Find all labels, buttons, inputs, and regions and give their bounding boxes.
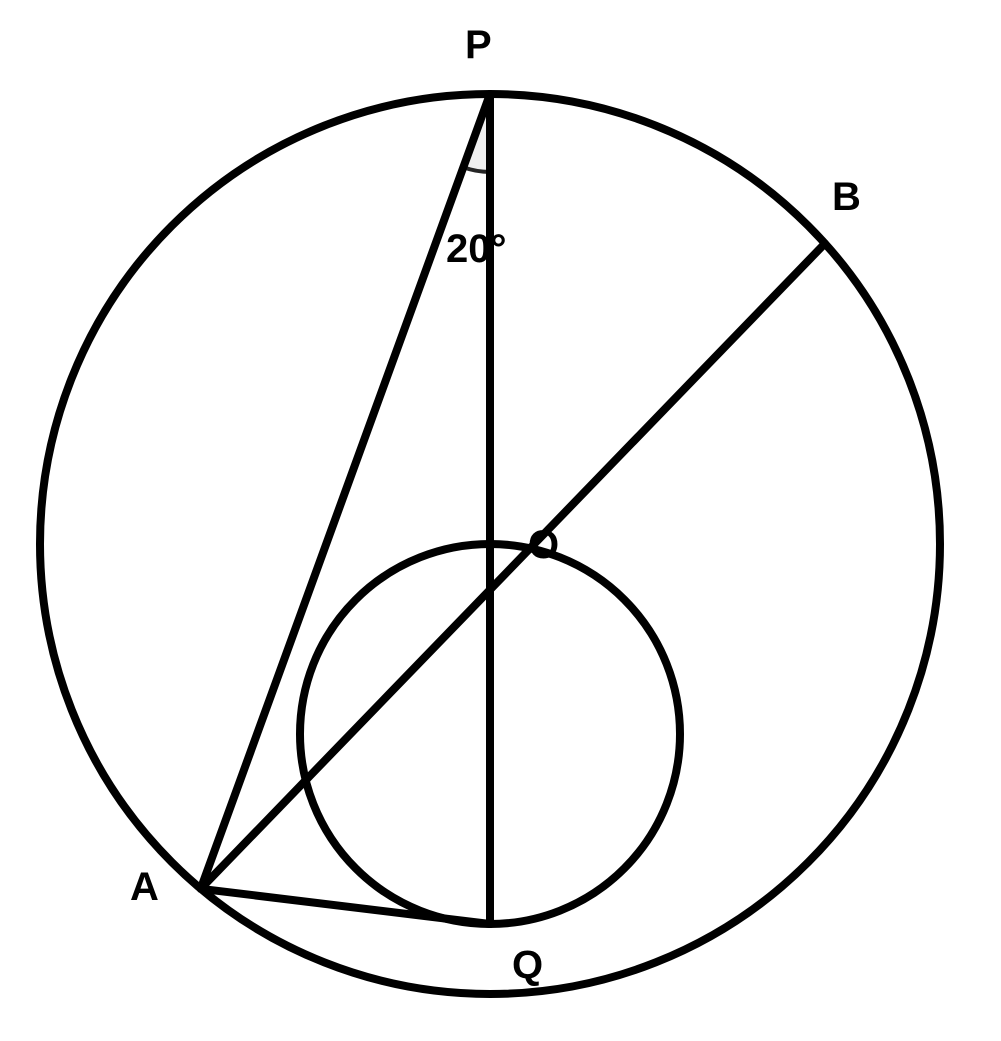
segment-A-B: [201, 244, 825, 889]
label-angle: 20°: [446, 227, 507, 271]
segment-P-A: [201, 94, 490, 889]
label-B: B: [832, 175, 861, 219]
label-P: P: [465, 23, 492, 67]
label-A: A: [130, 865, 159, 909]
label-Q: Q: [512, 943, 543, 987]
label-O: O: [528, 523, 559, 567]
